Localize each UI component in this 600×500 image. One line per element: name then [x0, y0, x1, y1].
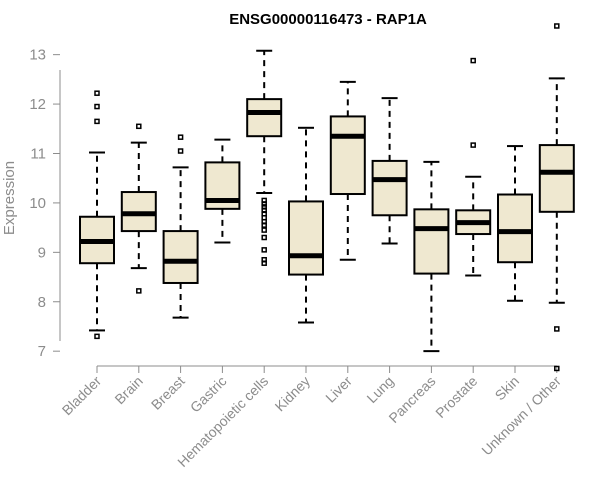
- interquartile-box: [329, 115, 366, 196]
- box-group: [288, 126, 324, 324]
- outlier-point: [554, 326, 560, 332]
- outlier-point: [554, 23, 560, 29]
- y-tick-label: 11: [30, 145, 46, 162]
- interquartile-box: [246, 98, 283, 138]
- y-axis-label: Expression: [1, 161, 18, 235]
- outlier-point: [261, 227, 267, 233]
- box-group: [371, 97, 408, 245]
- box-group: [162, 134, 199, 319]
- outlier-point: [261, 247, 267, 253]
- interquartile-box: [538, 144, 575, 213]
- box-group: [497, 145, 533, 302]
- outlier-point: [94, 118, 100, 125]
- outlier-point: [261, 197, 267, 204]
- x-tick-label: Lung: [363, 373, 396, 406]
- box-group: [329, 80, 366, 261]
- x-tick-label: Skin: [492, 373, 523, 404]
- outlier-point: [94, 333, 100, 340]
- x-tick-label: Kidney: [272, 373, 314, 415]
- x-tick-label: Breast: [148, 373, 188, 413]
- outlier-point: [94, 103, 100, 110]
- outlier-point: [177, 134, 184, 140]
- outlier-point: [94, 90, 100, 96]
- box-group: [246, 49, 283, 266]
- interquartile-box: [288, 200, 324, 276]
- y-tick-label: 13: [29, 47, 46, 64]
- y-tick-label: 8: [38, 294, 46, 311]
- y-tick-label: 12: [29, 96, 46, 113]
- interquartile-box: [162, 230, 199, 284]
- box-group: [538, 23, 575, 372]
- interquartile-box: [371, 159, 408, 217]
- box-group: [204, 138, 241, 244]
- y-tick-label: 7: [38, 343, 46, 360]
- box-series: [79, 23, 575, 372]
- outlier-point: [261, 234, 267, 241]
- x-tick-label: Liver: [322, 373, 355, 406]
- outlier-point: [261, 204, 267, 210]
- y-tick-label: 10: [29, 195, 46, 212]
- outlier-point: [261, 256, 267, 263]
- y-tick-label: 9: [38, 244, 46, 261]
- outlier-point: [470, 142, 476, 148]
- outlier-point: [470, 57, 476, 64]
- box-group: [455, 57, 492, 277]
- x-tick-label: Unknown / Other: [478, 373, 564, 459]
- box-group: [120, 123, 157, 294]
- x-tick-label: Brain: [111, 373, 145, 407]
- outlier-point: [177, 148, 184, 154]
- interquartile-box: [497, 193, 533, 264]
- outlier-point: [136, 288, 142, 294]
- box-group: [79, 90, 115, 340]
- x-tick-label: Prostate: [432, 373, 480, 421]
- outlier-point: [554, 365, 560, 372]
- interquartile-box: [413, 208, 450, 275]
- box-group: [413, 160, 450, 353]
- x-tick-label: Bladder: [59, 373, 105, 419]
- outlier-point: [136, 123, 142, 130]
- chart-title: ENSG00000116473 - RAP1A: [229, 11, 427, 28]
- y-axis-ticks: 7 8 9 10 11 12 13: [29, 47, 60, 360]
